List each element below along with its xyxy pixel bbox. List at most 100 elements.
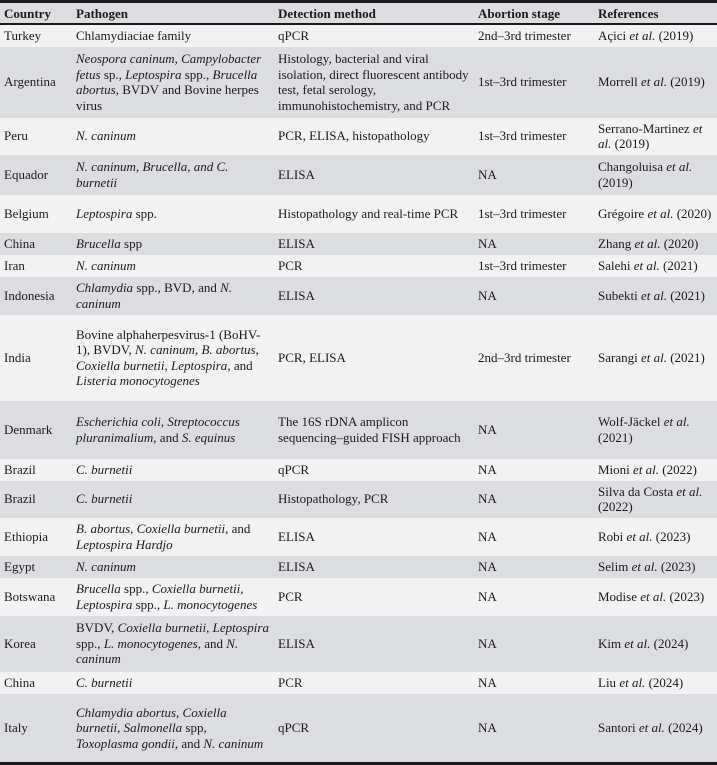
pathogen-italic-text: S. equinus bbox=[181, 429, 236, 445]
reference-author: Changoluisa bbox=[598, 159, 663, 174]
pathogen-italic-text: Toxoplasma gondii bbox=[76, 735, 175, 751]
header-references: References bbox=[594, 1, 717, 25]
cell-reference: Liu et al. (2024) bbox=[594, 671, 717, 694]
reference-year: (2022) bbox=[662, 461, 697, 477]
reference-author: Morrell bbox=[598, 74, 638, 90]
cell-abortion-stage: NA bbox=[474, 276, 594, 315]
pathogen-italic-text: L. monocytogenes bbox=[163, 596, 258, 612]
reference-year: (2024) bbox=[668, 720, 703, 735]
cell-country: Indonesia bbox=[0, 276, 72, 315]
pathogen-italic-text: Brucella, and C. burnetii bbox=[76, 159, 229, 190]
reference-author: Sarangi bbox=[598, 349, 638, 365]
cell-pathogen: Chlamydia spp., BVD, and N. caninum bbox=[72, 276, 274, 315]
cell-detection-method: Histology, bacterial and viral isolation… bbox=[274, 46, 474, 118]
pathogen-italic-text: Chlamydia bbox=[76, 280, 134, 295]
cell-abortion-stage: NA bbox=[474, 555, 594, 578]
cell-reference: Morrell et al. (2019) bbox=[594, 46, 717, 118]
cell-detection-method: ELISA bbox=[274, 615, 474, 672]
reference-etal: et al. bbox=[663, 414, 690, 429]
reference-etal: et al. bbox=[647, 205, 674, 221]
table-row: Equador N. caninum, Brucella, and C. burn… bbox=[0, 154, 717, 195]
cell-abortion-stage: NA bbox=[474, 671, 594, 694]
cell-abortion-stage: NA bbox=[474, 693, 594, 764]
pathogen-text: , bbox=[174, 51, 182, 66]
reference-author: Zhang bbox=[598, 235, 632, 251]
cell-detection-method: qPCR bbox=[274, 458, 474, 481]
cell-abortion-stage: NA bbox=[474, 615, 594, 672]
reference-author: Wolf-Jäckel bbox=[598, 414, 661, 429]
cell-pathogen: N. caninum bbox=[72, 117, 274, 155]
cell-country: Equador bbox=[0, 154, 72, 195]
reference-year: (2021) bbox=[663, 257, 698, 273]
cell-country: Peru bbox=[0, 117, 72, 155]
reference-year: (2024) bbox=[653, 635, 689, 651]
cell-pathogen: Brucella spp., Coxiella burnetii, Leptos… bbox=[72, 577, 274, 616]
pathogen-italic-text: Leptospira bbox=[125, 66, 182, 82]
cell-pathogen: C. burnetii bbox=[72, 480, 274, 518]
cell-country: Ethiopia bbox=[0, 517, 72, 556]
pathogen-text: spp. bbox=[132, 205, 157, 221]
cell-country: China bbox=[0, 671, 72, 694]
pathogen-italic-text: N. caninum bbox=[76, 159, 136, 174]
pathogen-text: spp., bbox=[120, 581, 152, 596]
cell-reference: Subekti et al. (2021) bbox=[594, 276, 717, 315]
cell-reference: Mioni et al. (2022) bbox=[594, 458, 717, 481]
reference-year: (2023) bbox=[669, 588, 705, 604]
table-row: China C. burnetii PCR NA Liu et al. (2024) bbox=[0, 671, 717, 694]
table-row: Italy Chlamydia abortus, Coxiella burneti… bbox=[0, 693, 717, 764]
pathogen-text: BVDV, bbox=[76, 620, 118, 636]
cell-abortion-stage: 2nd–3rd trimester bbox=[474, 314, 594, 401]
reference-author: Grégoire bbox=[598, 205, 645, 221]
reference-year: (2021) bbox=[670, 349, 705, 365]
reference-etal: et al. bbox=[666, 159, 693, 174]
pathogen-italic-text: Listeria monocytogenes bbox=[76, 373, 200, 388]
header-country: Country bbox=[0, 1, 72, 25]
reference-author: Selim bbox=[598, 558, 629, 574]
reference-author: Subekti bbox=[598, 287, 638, 303]
reference-author: Serrano-Martinez bbox=[598, 120, 690, 136]
pathogen-italic-text: Leptospira Hardjo bbox=[76, 536, 173, 552]
cell-pathogen: Bovine alphaherpesvirus-1 (BoHV-1), BVDV… bbox=[72, 314, 274, 401]
pathogen-text: , and bbox=[174, 735, 204, 751]
reference-etal: et al. bbox=[640, 588, 667, 604]
reference-etal: et al. bbox=[638, 720, 665, 735]
header-detection-method: Detection method bbox=[274, 1, 474, 25]
cell-reference: Kim et al. (2024) bbox=[594, 615, 717, 672]
reference-author: Mioni bbox=[598, 461, 630, 477]
cell-country: Turkey bbox=[0, 24, 72, 47]
pathogen-text: spp., bbox=[132, 596, 164, 612]
pathogen-italic-text: Chlamydia abortus, Coxiella burnetii, Sa… bbox=[76, 704, 227, 736]
cell-detection-method: PCR bbox=[274, 254, 474, 277]
table-row: Brazil C. burnetii Histopathology, PCR NA Si… bbox=[0, 480, 717, 518]
cell-abortion-stage: NA bbox=[474, 458, 594, 481]
cell-detection-method: Histopathology, PCR bbox=[274, 480, 474, 518]
cell-abortion-stage: 1st–3rd trimester bbox=[474, 194, 594, 233]
pathogen-italic-text: Leptospira bbox=[76, 205, 133, 221]
cell-abortion-stage: NA bbox=[474, 232, 594, 255]
reference-author: Liu bbox=[598, 674, 617, 690]
cell-country: Argentina bbox=[0, 46, 72, 118]
pathogen-italic-text: Coxiella burnetii, Leptospira bbox=[76, 581, 244, 612]
pathogen-text: , and bbox=[153, 429, 182, 445]
reference-etal: et al. bbox=[676, 483, 703, 499]
table-row: Denmark Escherichia coli, Streptococcus p… bbox=[0, 400, 717, 459]
reference-etal: et al. bbox=[633, 257, 660, 273]
reference-year: (2022) bbox=[598, 499, 633, 514]
pathogen-italic-text: N. caninum bbox=[76, 128, 136, 144]
cell-reference: Santori et al. (2024) bbox=[594, 693, 717, 764]
reference-year: (2019) bbox=[598, 174, 633, 190]
pathogen-italic-text: Coxiella burnetii, Leptospira bbox=[117, 620, 269, 636]
reference-etal: et al. bbox=[640, 74, 667, 90]
cell-reference: Changoluisa et al. (2019) bbox=[594, 154, 717, 195]
cell-pathogen: BVDV, Coxiella burnetii, Leptospira spp.… bbox=[72, 615, 274, 672]
cell-pathogen: Leptospira spp. bbox=[72, 194, 274, 233]
cell-detection-method: qPCR bbox=[274, 693, 474, 764]
pathogen-italic-text: N. caninum bbox=[76, 635, 239, 667]
pathogen-italic-text: B. abortus, Coxiella burnetii bbox=[76, 521, 226, 536]
cell-pathogen: B. abortus, Coxiella burnetii, and Lepto… bbox=[72, 517, 274, 556]
cell-reference: Wolf-Jäckel et al. (2021) bbox=[594, 400, 717, 459]
table-row: Iran N. caninum PCR 1st–3rd trimester Salehi… bbox=[0, 254, 717, 277]
reference-year: (2020) bbox=[676, 205, 712, 221]
cell-pathogen: N. caninum bbox=[72, 254, 274, 277]
